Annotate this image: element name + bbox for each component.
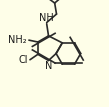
Text: NH₂: NH₂ <box>8 35 27 45</box>
Text: N: N <box>45 61 52 71</box>
Text: NH: NH <box>39 13 54 22</box>
Text: Cl: Cl <box>18 55 28 65</box>
